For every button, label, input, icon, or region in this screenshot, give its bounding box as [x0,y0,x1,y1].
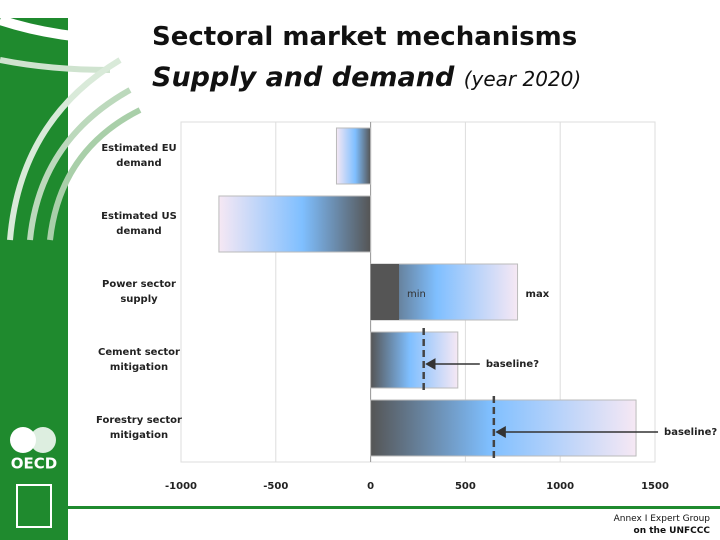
x-tick-label: 500 [455,481,476,492]
x-tick-label: 1500 [641,481,669,492]
category-label: Estimated US demand [101,211,177,237]
category-label: Forestry sector mitigation [96,415,182,441]
category-label: Cement sector mitigation [98,347,180,373]
logo-text: OECD [11,455,57,473]
plot: -1000 -500 0 500 1000 1500 min max baseline? base… [165,121,717,492]
x-tick-label: 1000 [546,481,574,492]
max-label: max [526,289,550,300]
footer-line: Annex I Expert Group [613,514,710,524]
side-band [0,0,68,540]
category-label: Power sector supply [102,279,176,305]
min-label: min [407,289,426,300]
baseline-label: baseline? [486,359,539,370]
x-tick-label: -1000 [165,481,197,492]
x-tick-label: -500 [263,481,288,492]
decor-arcs [0,15,142,241]
x-tick-label: 0 [367,481,374,492]
footer-line: on the UNFCCC [633,526,710,536]
subtitle-year: (year 2020) [463,67,582,91]
footer: Annex I Expert Group on the UNFCCC [614,513,710,537]
logo-mark [30,427,56,453]
logo-box [16,484,52,528]
subtitle: Supply and demand (year 2020) [152,62,581,93]
category-label: Estimated EU demand [101,143,177,169]
decor-top [0,0,68,18]
subtitle-main: Supply and demand [152,62,455,93]
bar [370,331,459,389]
footer-rule [68,506,720,509]
bar [218,195,372,253]
bar [335,127,372,185]
bar [370,399,637,457]
min-segment [370,264,400,320]
baseline-label: baseline? [664,427,717,438]
title: Sectoral market mechanisms [152,22,578,52]
logo-mark [10,427,36,453]
